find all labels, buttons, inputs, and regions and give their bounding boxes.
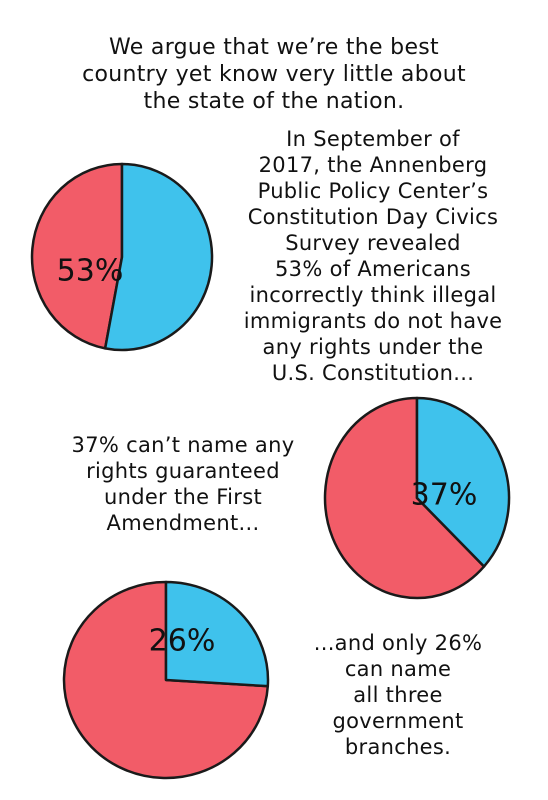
pie-data-label: 53%: [57, 254, 124, 289]
pie-slice-highlight: [415, 396, 511, 568]
headline: We argue that we’re the best country yet…: [82, 35, 466, 114]
pie-data-label: 37%: [411, 478, 478, 513]
pie-chart-53: 53%: [30, 162, 214, 352]
pie-slice-highlight: [103, 162, 214, 352]
pie-chart-26: 26%: [62, 580, 270, 780]
pie-chart-37: 37%: [323, 396, 511, 600]
caption-1: In September of 2017, the Annenberg Publ…: [243, 127, 503, 385]
pie-slice-highlight: [164, 580, 270, 688]
pie-slice-other: [323, 396, 486, 600]
caption-2: 37% can’t name any rights guaranteed und…: [71, 433, 295, 535]
caption-3: ...and only 26% can name all three gover…: [313, 631, 483, 759]
pie-data-label: 26%: [149, 624, 216, 659]
pie-slice-other: [30, 162, 124, 350]
